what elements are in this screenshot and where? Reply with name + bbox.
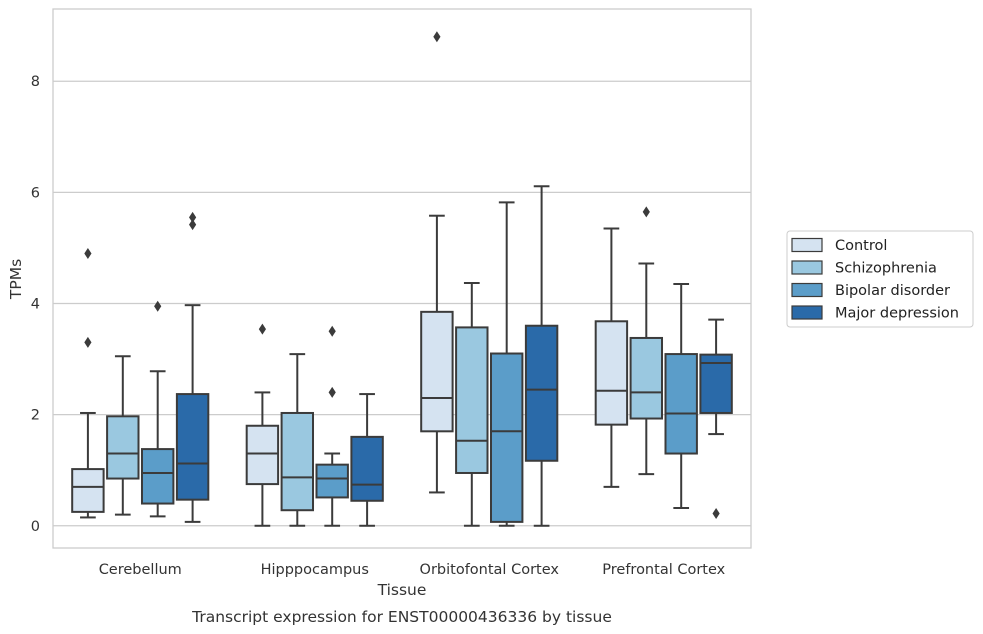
- x-tick-label: Orbitofontal Cortex: [420, 562, 560, 578]
- chart-caption: Transcript expression for ENST0000043633…: [191, 608, 612, 626]
- box-body: [699, 353, 733, 414]
- box-3-0: [594, 227, 629, 488]
- box-body: [489, 352, 524, 523]
- y-axis-label: TPMs: [7, 259, 25, 300]
- box-0-1: [106, 355, 140, 516]
- plot-frame: [52, 8, 752, 549]
- legend-swatch: [791, 237, 823, 253]
- box-3-3: [699, 318, 733, 520]
- box-body: [106, 415, 140, 480]
- x-axis-label: Tissue: [377, 581, 427, 599]
- box-body: [350, 435, 384, 502]
- legend-swatch: [791, 282, 823, 298]
- box-body: [280, 411, 315, 512]
- box-0-3: [175, 211, 210, 523]
- box-body: [245, 424, 280, 486]
- y-tick-label: 8: [31, 74, 40, 90]
- outlier-point: [84, 336, 92, 348]
- y-tick-label: 2: [31, 408, 40, 424]
- box-1-2: [315, 325, 349, 527]
- outlier-point: [189, 219, 197, 231]
- legend-label: Bipolar disorder: [835, 283, 950, 299]
- legend-label: Major depression: [835, 306, 959, 322]
- y-tick-label: 4: [31, 297, 40, 313]
- x-tick-labels: Cerebellum Hipppocampus Orbitofontal Corte…: [99, 562, 726, 578]
- box-body: [629, 336, 664, 420]
- box-3-1: [629, 206, 664, 476]
- outlier-point: [258, 323, 266, 335]
- legend-swatch: [791, 305, 823, 320]
- y-tick-label: 0: [31, 519, 40, 535]
- box-body: [315, 463, 349, 499]
- outlier-point: [328, 386, 336, 398]
- box-1-0: [245, 323, 280, 527]
- box-2-1: [455, 281, 489, 527]
- box-1-3: [350, 393, 384, 527]
- x-tick-label: Hipppocampus: [261, 562, 369, 578]
- outlier-point: [154, 300, 162, 312]
- box-body: [524, 324, 559, 462]
- legend-swatch: [791, 260, 823, 275]
- box-groups: [71, 31, 733, 527]
- legend: Control Schizophrenia Bipolar disorder Majo…: [786, 230, 974, 328]
- box-body: [455, 326, 489, 474]
- outlier-point: [712, 508, 720, 520]
- legend-frame: [786, 230, 974, 328]
- box-body: [420, 310, 454, 433]
- box-body: [175, 393, 210, 501]
- legend-label: Control: [835, 238, 887, 254]
- outlier-point: [433, 31, 441, 43]
- box-2-0: [420, 31, 454, 494]
- outlier-point: [84, 247, 92, 259]
- x-tick-label: Cerebellum: [99, 562, 182, 578]
- legend-label: Schizophrenia: [835, 261, 937, 277]
- outlier-point: [642, 206, 650, 218]
- box-0-0: [71, 247, 105, 519]
- y-gridlines: [53, 80, 751, 527]
- box-1-1: [280, 353, 315, 527]
- outlier-point: [328, 325, 336, 337]
- outlier-point: [189, 211, 197, 223]
- x-tick-label: Prefrontal Cortex: [602, 562, 725, 578]
- y-tick-label: 6: [31, 185, 40, 201]
- box-2-3: [524, 185, 559, 527]
- box-3-2: [664, 283, 698, 509]
- y-tick-labels: 0 2 4 6 8: [31, 74, 40, 535]
- box-body: [71, 468, 105, 513]
- box-body: [594, 320, 629, 426]
- box-body: [140, 448, 175, 505]
- box-0-2: [140, 300, 175, 518]
- box-2-2: [489, 201, 524, 527]
- box-body: [664, 353, 698, 455]
